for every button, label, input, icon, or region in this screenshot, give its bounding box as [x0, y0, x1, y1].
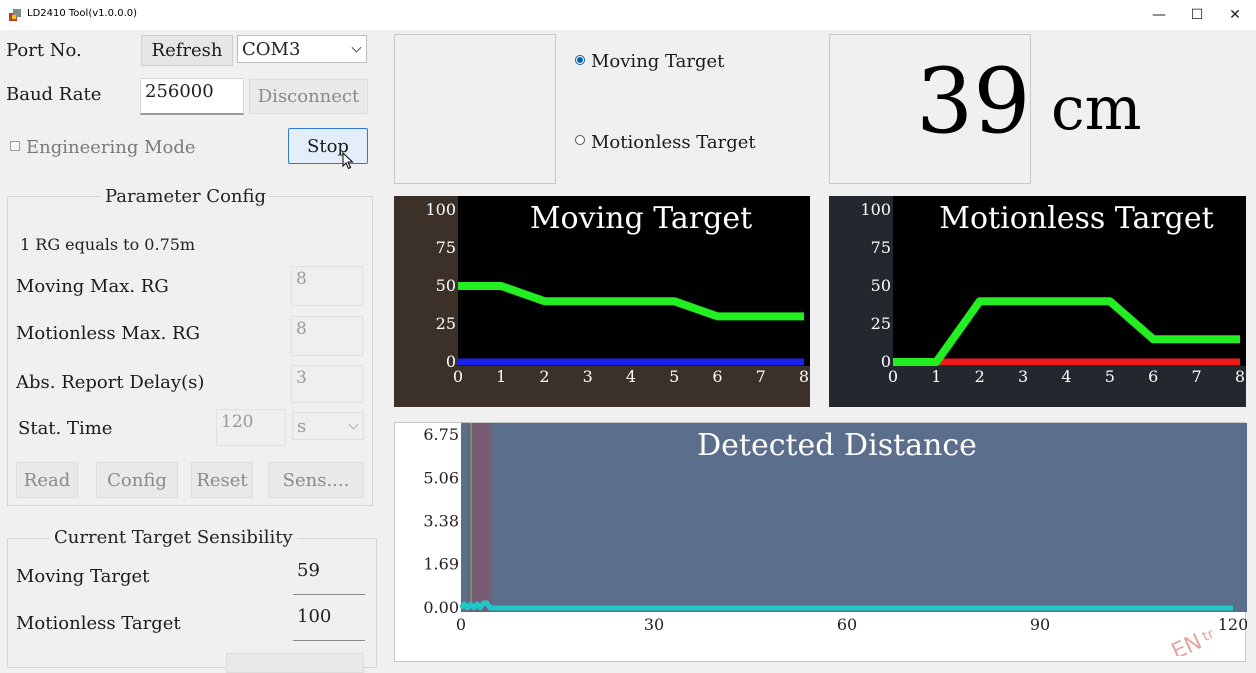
chevron-down-icon [349, 420, 359, 430]
blank-panel [394, 34, 556, 184]
moving-x-tick: 4 [626, 367, 636, 386]
motionless-max-label: Motionless Max. RG [16, 323, 200, 344]
baud-label: Baud Rate [6, 84, 101, 105]
app-icon [8, 8, 22, 22]
port-select[interactable]: COM3 [237, 35, 367, 63]
motionless-y-tick: 100 [860, 200, 891, 219]
distance-y-tick: 6.75 [423, 425, 459, 444]
mouse-cursor-icon [342, 152, 354, 170]
sensibility-moving-value: 59 [293, 558, 365, 595]
distance-chart-title: Detected Distance [697, 428, 977, 463]
moving-y-tick: 50 [436, 276, 456, 295]
moving-max-input[interactable]: 8 [291, 266, 363, 306]
svg-text:tr: tr [1200, 626, 1217, 645]
minimize-button[interactable]: — [1139, 0, 1179, 30]
motionless-y-tick: 75 [871, 238, 891, 257]
stat-time-label: Stat. Time [18, 418, 112, 439]
motionless-target-radio[interactable] [575, 135, 585, 145]
motionless-y-tick: 25 [871, 314, 891, 333]
distance-x-tick: 90 [1030, 615, 1050, 634]
distance-x-tick: 30 [644, 615, 664, 634]
distance-value: 39 [916, 57, 1031, 147]
engineering-mode-label: Engineering Mode [26, 137, 196, 158]
sensitivity-button[interactable]: Sens.... [268, 462, 364, 498]
motionless-x-tick: 4 [1061, 367, 1071, 386]
config-button[interactable]: Config [96, 462, 178, 498]
moving-y-tick: 75 [436, 238, 456, 257]
rg-note: 1 RG equals to 0.75m [20, 235, 195, 254]
distance-y-tick: 0.00 [423, 598, 459, 617]
stat-unit-value: s [297, 416, 306, 437]
moving-target-radio[interactable] [575, 55, 585, 65]
moving-target-radio-label[interactable]: Moving Target [591, 51, 724, 72]
moving-x-tick: 8 [799, 367, 809, 386]
maximize-button[interactable]: ☐ [1177, 0, 1217, 30]
distance-y-tick: 1.69 [423, 555, 459, 574]
moving-y-tick: 25 [436, 314, 456, 333]
motionless-x-tick: 6 [1148, 367, 1158, 386]
sensibility-title: Current Target Sensibility [50, 527, 297, 548]
reset-button[interactable]: Reset [191, 462, 253, 498]
moving-x-tick: 0 [453, 367, 463, 386]
distance-x-tick: 60 [837, 615, 857, 634]
sensibility-moving-label: Moving Target [16, 566, 149, 587]
moving-x-tick: 2 [539, 367, 549, 386]
stop-button[interactable]: Stop [288, 128, 368, 164]
partially-visible-button[interactable] [226, 653, 364, 673]
detected-distance-chart: Detected Distance 6.75 5.06 3.38 1.69 0.000 30… [395, 423, 1247, 663]
baud-rate-input[interactable]: 256000 [140, 78, 244, 115]
distance-unit: cm [1051, 79, 1142, 139]
moving-x-tick: 6 [712, 367, 722, 386]
close-button[interactable]: ✕ [1215, 0, 1255, 30]
chevron-down-icon [352, 43, 362, 53]
report-delay-label: Abs. Report Delay(s) [16, 372, 204, 393]
engineering-mode-checkbox[interactable] [10, 141, 20, 151]
moving-x-tick: 5 [669, 367, 679, 386]
distance-y-tick: 3.38 [423, 511, 459, 530]
motionless-y-tick: 50 [871, 276, 891, 295]
motionless-x-tick: 5 [1105, 367, 1115, 386]
distance-y-tick: 5.06 [423, 468, 459, 487]
refresh-button[interactable]: Refresh [141, 35, 233, 66]
port-label: Port No. [6, 40, 82, 61]
read-button[interactable]: Read [16, 462, 78, 498]
motionless-x-tick: 3 [1018, 367, 1028, 386]
motionless-max-input[interactable]: 8 [291, 316, 363, 356]
moving-y-tick: 100 [425, 200, 456, 219]
stat-time-input[interactable]: 120 [216, 409, 286, 446]
title-bar [0, 0, 1256, 30]
sensibility-motionless-value: 100 [293, 604, 365, 641]
window-title: LD2410 Tool(v1.0.0.0) [27, 8, 137, 19]
watermark-logo: EN tr [1162, 612, 1252, 656]
moving-x-tick: 7 [756, 367, 766, 386]
disconnect-button[interactable]: Disconnect [249, 79, 368, 114]
port-select-value: COM3 [242, 39, 300, 60]
motionless-x-tick: 2 [975, 367, 985, 386]
stat-unit-select[interactable]: s [292, 412, 364, 440]
moving-chart-title: Moving Target [530, 201, 752, 236]
moving-max-label: Moving Max. RG [16, 276, 169, 297]
report-delay-input[interactable]: 3 [291, 365, 363, 403]
moving-x-tick: 1 [496, 367, 506, 386]
sensibility-motionless-label: Motionless Target [16, 613, 181, 634]
motionless-target-radio-label[interactable]: Motionless Target [591, 132, 756, 153]
motionless-chart-title: Motionless Target [939, 201, 1213, 236]
motionless-x-tick: 1 [931, 367, 941, 386]
motionless-x-tick: 0 [888, 367, 898, 386]
motionless-x-tick: 8 [1235, 367, 1245, 386]
motionless-x-tick: 7 [1192, 367, 1202, 386]
parameter-config-title: Parameter Config [101, 186, 270, 207]
moving-x-tick: 3 [583, 367, 593, 386]
distance-x-tick: 0 [456, 615, 466, 634]
